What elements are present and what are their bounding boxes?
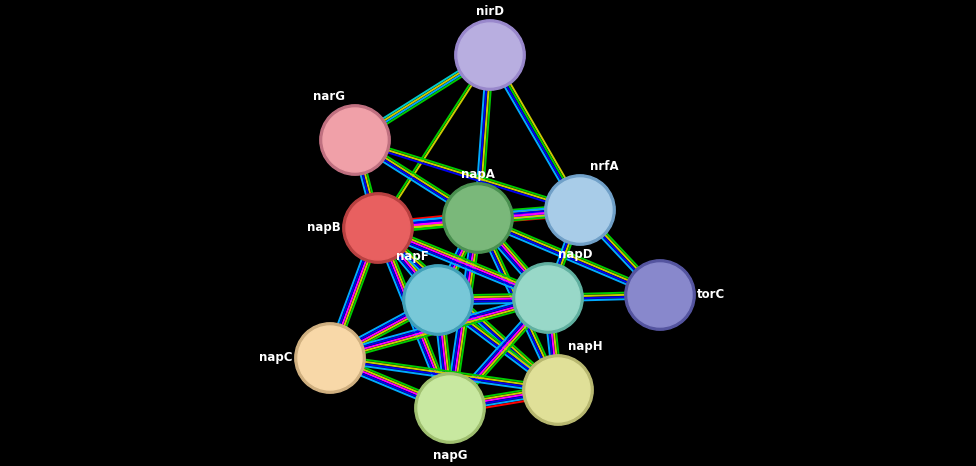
Text: napG: napG [432, 449, 468, 462]
Text: napD: napD [557, 248, 592, 261]
Circle shape [523, 355, 593, 425]
Circle shape [628, 263, 692, 327]
Text: narG: narG [313, 90, 346, 103]
Circle shape [446, 186, 510, 250]
Circle shape [455, 20, 525, 90]
Circle shape [545, 175, 615, 245]
Circle shape [625, 260, 695, 330]
Circle shape [406, 268, 470, 332]
Text: napF: napF [395, 250, 428, 263]
Text: napA: napA [461, 168, 495, 181]
Text: nrfA: nrfA [590, 160, 618, 173]
Text: napC: napC [260, 351, 293, 364]
Text: nirD: nirD [476, 5, 504, 18]
Circle shape [548, 178, 612, 242]
Circle shape [323, 108, 387, 172]
Text: napB: napB [307, 221, 341, 234]
Circle shape [458, 23, 522, 87]
Circle shape [415, 373, 485, 443]
Circle shape [343, 193, 413, 263]
Circle shape [295, 323, 365, 393]
Circle shape [526, 358, 590, 422]
Circle shape [418, 376, 482, 440]
Circle shape [512, 263, 584, 333]
Text: napH: napH [568, 340, 602, 353]
Circle shape [443, 183, 513, 253]
Circle shape [320, 105, 390, 175]
Circle shape [403, 265, 473, 335]
Text: torC: torC [697, 288, 725, 302]
Circle shape [346, 196, 410, 260]
Circle shape [298, 326, 362, 390]
Circle shape [516, 266, 580, 330]
